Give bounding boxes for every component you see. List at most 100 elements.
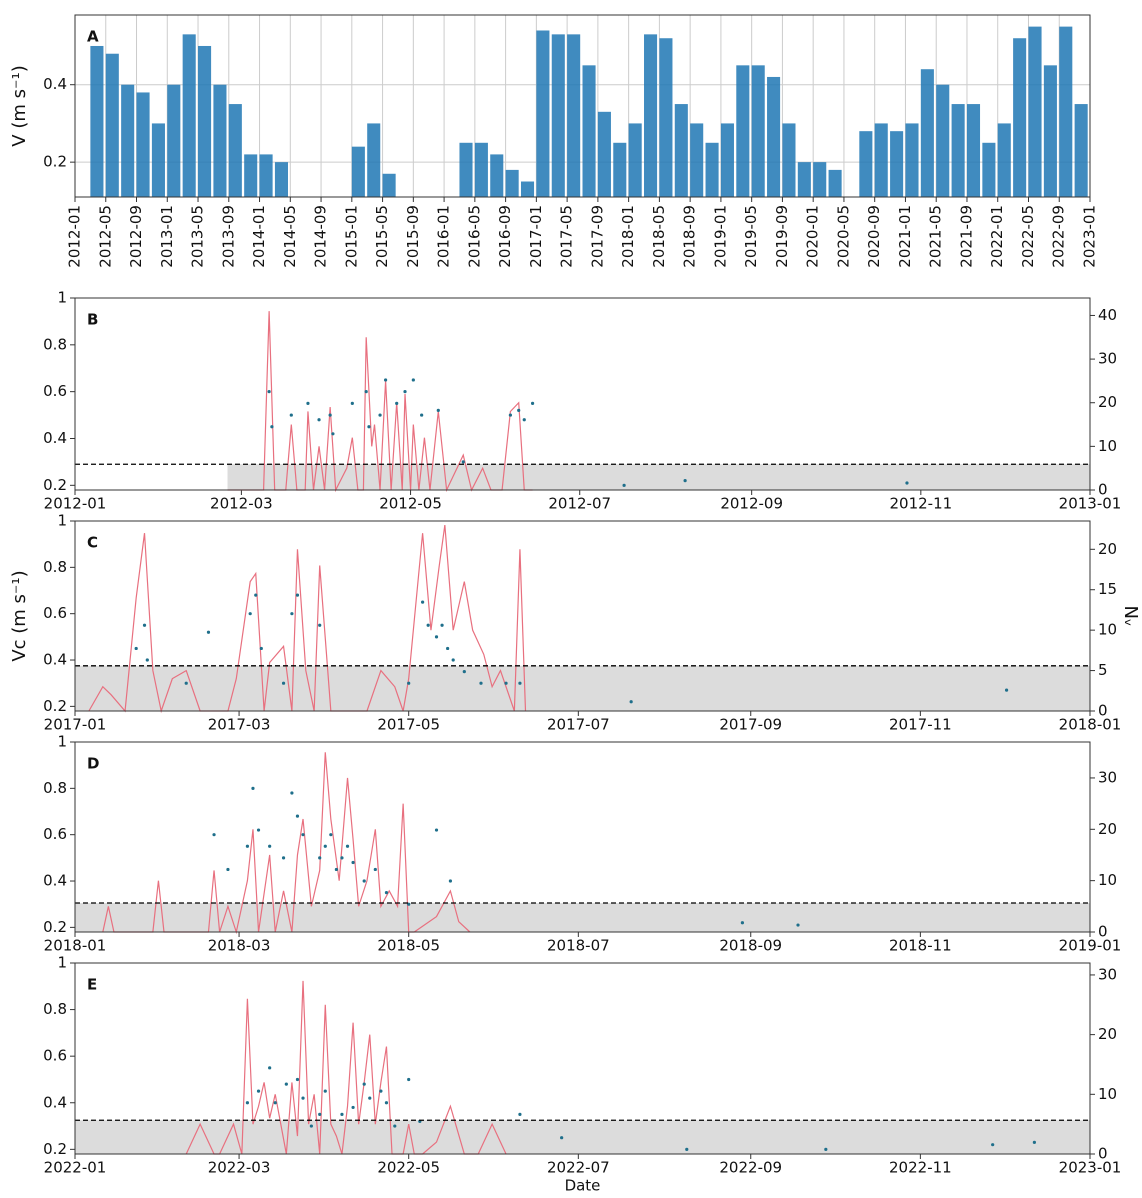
x-tick-label: 2018-05 xyxy=(377,937,440,955)
bar xyxy=(982,142,996,197)
bar xyxy=(828,169,842,197)
bar xyxy=(182,34,196,198)
vc-point xyxy=(295,1077,300,1082)
y2-tick-label: 5 xyxy=(1098,661,1108,679)
y-tick-label: 1 xyxy=(57,289,67,307)
x-tick-label: 2020-01 xyxy=(804,205,822,268)
y-tick-label: 1 xyxy=(57,512,67,530)
vc-point xyxy=(318,1112,322,1117)
plot-frame xyxy=(74,297,1091,491)
bar xyxy=(782,123,796,197)
vc-point xyxy=(350,401,354,405)
bar xyxy=(90,45,104,197)
x-tick-label: 2018-01 xyxy=(619,205,637,268)
plot-frame xyxy=(74,962,1091,1155)
x-tick-label: 2017-11 xyxy=(889,716,952,734)
vc-point xyxy=(270,425,274,429)
x-tick-label: 2013-01 xyxy=(1059,495,1122,513)
vc-point xyxy=(796,923,800,927)
bar xyxy=(505,169,519,197)
vc-point xyxy=(145,658,149,662)
bar xyxy=(951,104,965,197)
bar xyxy=(813,162,827,197)
x-tick-label: 2022-01 xyxy=(44,1159,107,1177)
vc-point xyxy=(256,828,261,832)
bar xyxy=(874,123,888,197)
bar xyxy=(674,104,688,197)
x-tick-label: 2018-01 xyxy=(44,937,107,955)
bar xyxy=(736,65,750,197)
plot-frame xyxy=(74,14,1091,198)
x-tick-label: 2022-09 xyxy=(1050,205,1068,268)
x-tick-label: 2017-07 xyxy=(547,716,610,734)
vc-point xyxy=(248,612,252,616)
vc-point xyxy=(362,879,366,883)
vc-point xyxy=(522,418,526,422)
y2-tick-label: 0 xyxy=(1098,1145,1108,1163)
vc-point xyxy=(301,1096,305,1100)
vc-point xyxy=(329,833,333,837)
vc-point xyxy=(407,681,411,685)
x-tick-label: 2013-09 xyxy=(219,205,237,268)
vc-point xyxy=(212,833,216,837)
vc-point xyxy=(362,1082,366,1086)
bar xyxy=(920,69,934,197)
bar xyxy=(536,30,550,197)
x-tick-label: 2017-03 xyxy=(208,716,271,734)
below-threshold-region xyxy=(227,464,1090,490)
y-tick-label: 0.6 xyxy=(43,382,67,400)
x-tick-label: 2013-01 xyxy=(158,205,176,268)
vc-point xyxy=(504,681,508,685)
y-tick-label: 0.2 xyxy=(43,153,67,171)
x-tick-label: 2017-09 xyxy=(719,716,782,734)
vc-point xyxy=(434,828,439,832)
bar xyxy=(966,104,981,197)
y2-tick-label: 10 xyxy=(1098,621,1117,639)
bar xyxy=(520,181,535,197)
vc-point xyxy=(340,1112,344,1117)
y2-tick-label: 10 xyxy=(1098,871,1117,889)
x-tick-label: 2016-01 xyxy=(435,205,453,268)
bar xyxy=(198,45,212,197)
vc-point xyxy=(393,1124,397,1128)
x-tick-label: 2018-11 xyxy=(889,937,952,955)
vc-point xyxy=(254,593,258,597)
vc-point xyxy=(328,413,332,417)
vc-point xyxy=(395,401,399,405)
bar xyxy=(936,84,950,197)
y2-tick-label: 10 xyxy=(1098,437,1117,455)
bar xyxy=(382,173,396,197)
x-tick-label: 2019-09 xyxy=(773,205,791,268)
y2-tick-label: 10 xyxy=(1098,1085,1117,1103)
vc-point xyxy=(273,1101,277,1105)
x-tick-label: 2012-01 xyxy=(66,205,84,268)
vc-point xyxy=(226,867,230,872)
vc-point xyxy=(259,646,263,651)
bar xyxy=(244,154,258,197)
below-threshold-region xyxy=(75,903,1090,932)
vc-point xyxy=(364,390,368,394)
bar xyxy=(490,154,504,197)
x-tick-label: 2014-05 xyxy=(281,205,299,268)
vc-point xyxy=(560,1136,564,1140)
vc-point xyxy=(436,408,440,412)
vc-point xyxy=(323,844,327,848)
vc-point xyxy=(290,791,294,795)
x-tick-label: 2012-05 xyxy=(379,495,442,513)
bar xyxy=(105,53,119,197)
bar xyxy=(997,123,1011,197)
vc-point xyxy=(530,401,535,405)
vc-point xyxy=(440,623,444,627)
y2-tick-label: 20 xyxy=(1098,393,1117,411)
y-tick-label: 0.2 xyxy=(43,918,67,936)
x-tick-label: 2016-09 xyxy=(496,205,514,268)
vc-point xyxy=(289,413,293,417)
bar xyxy=(767,76,781,197)
y-tick-label: 0.8 xyxy=(43,1000,67,1018)
x-tick-label: 2022-05 xyxy=(1019,205,1037,268)
vc-point xyxy=(421,600,425,604)
bar xyxy=(228,104,242,197)
x-tick-label: 2012-01 xyxy=(44,495,107,513)
y2-tick-label: 0 xyxy=(1098,923,1108,941)
vc-point xyxy=(411,378,415,382)
